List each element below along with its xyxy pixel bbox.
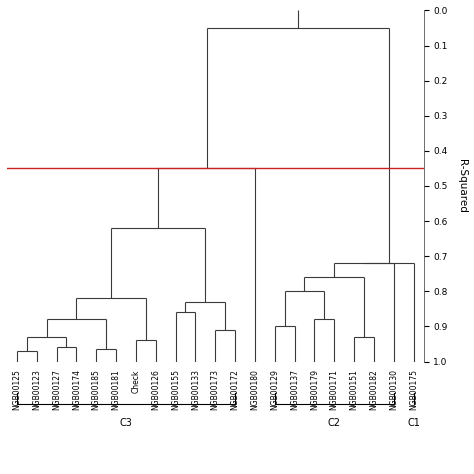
Text: C2: C2 — [328, 418, 341, 428]
Text: C3: C3 — [119, 418, 132, 428]
Text: C1: C1 — [407, 418, 420, 428]
Y-axis label: R-Squared: R-Squared — [457, 159, 467, 213]
